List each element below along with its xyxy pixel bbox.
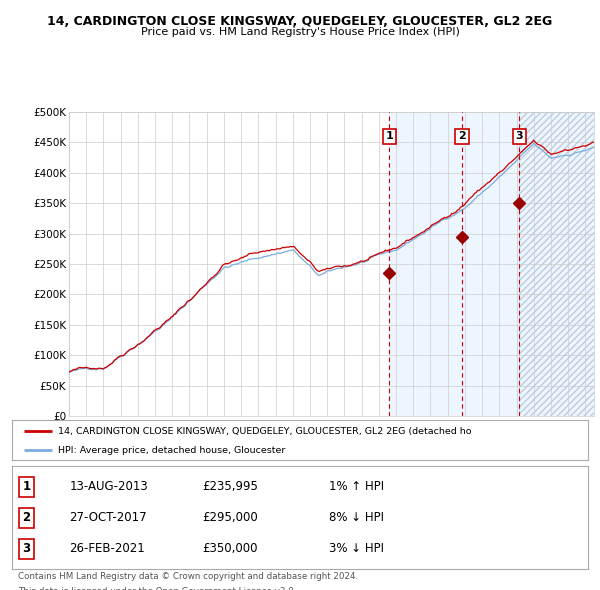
Text: 13-AUG-2013: 13-AUG-2013 — [70, 480, 148, 493]
Text: HPI: Average price, detached house, Gloucester: HPI: Average price, detached house, Glou… — [58, 445, 286, 455]
Text: 8% ↓ HPI: 8% ↓ HPI — [329, 511, 384, 525]
Text: 3: 3 — [22, 542, 31, 555]
Text: This data is licensed under the Open Government Licence v3.0.: This data is licensed under the Open Gov… — [18, 587, 296, 590]
Text: £350,000: £350,000 — [202, 542, 257, 555]
Text: 1% ↑ HPI: 1% ↑ HPI — [329, 480, 384, 493]
Bar — [389, 112, 519, 416]
Text: 27-OCT-2017: 27-OCT-2017 — [70, 511, 147, 525]
Bar — [519, 112, 594, 416]
Text: 3: 3 — [515, 132, 523, 142]
Text: 14, CARDINGTON CLOSE KINGSWAY, QUEDGELEY, GLOUCESTER, GL2 2EG (detached ho: 14, CARDINGTON CLOSE KINGSWAY, QUEDGELEY… — [58, 427, 472, 436]
Bar — [519, 112, 594, 416]
Text: 2: 2 — [458, 132, 466, 142]
Text: 1: 1 — [386, 132, 394, 142]
Text: £235,995: £235,995 — [202, 480, 258, 493]
Text: Price paid vs. HM Land Registry's House Price Index (HPI): Price paid vs. HM Land Registry's House … — [140, 27, 460, 37]
Text: Contains HM Land Registry data © Crown copyright and database right 2024.: Contains HM Land Registry data © Crown c… — [18, 572, 358, 581]
Text: 2: 2 — [22, 511, 31, 525]
Text: £295,000: £295,000 — [202, 511, 258, 525]
Text: 26-FEB-2021: 26-FEB-2021 — [70, 542, 145, 555]
Text: 3% ↓ HPI: 3% ↓ HPI — [329, 542, 384, 555]
Text: 14, CARDINGTON CLOSE KINGSWAY, QUEDGELEY, GLOUCESTER, GL2 2EG: 14, CARDINGTON CLOSE KINGSWAY, QUEDGELEY… — [47, 15, 553, 28]
Text: 1: 1 — [22, 480, 31, 493]
